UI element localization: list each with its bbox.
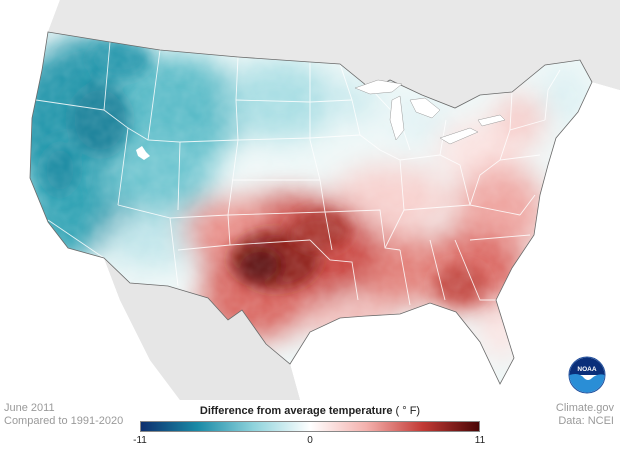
legend-color-bar <box>140 421 480 432</box>
logo-text: NOAA <box>577 366 596 373</box>
legend-min-label: -11 <box>133 435 147 446</box>
legend-mid-label: 0 <box>307 435 313 446</box>
legend-title-text: Difference from average temperature <box>199 405 393 417</box>
pacific-ocean <box>0 0 180 400</box>
data-source: Data: NCEI <box>558 415 614 427</box>
noaa-logo-icon: NOAA <box>568 356 606 394</box>
mexico-land <box>104 258 300 400</box>
baseline-note: Compared to 1991-2020 <box>4 415 124 427</box>
state-borders <box>35 41 561 306</box>
map-area <box>0 0 620 400</box>
atlantic-ocean <box>290 82 620 400</box>
great-lakes <box>354 79 506 145</box>
source-site: Climate.gov <box>555 402 614 414</box>
temperature-anomaly-map <box>0 0 620 400</box>
canada-land <box>48 0 620 108</box>
legend-unit: ( ° F) <box>395 405 421 417</box>
date-caption: June 2011 Compared to 1991-2020 <box>4 402 123 428</box>
source-caption: Climate.gov Data: NCEI <box>556 402 614 428</box>
legend-title: Difference from average temperature ( ° … <box>140 405 480 417</box>
map-date: June 2011 <box>4 402 55 414</box>
great-salt-lake <box>136 146 150 160</box>
legend-max-label: 11 <box>474 435 486 446</box>
